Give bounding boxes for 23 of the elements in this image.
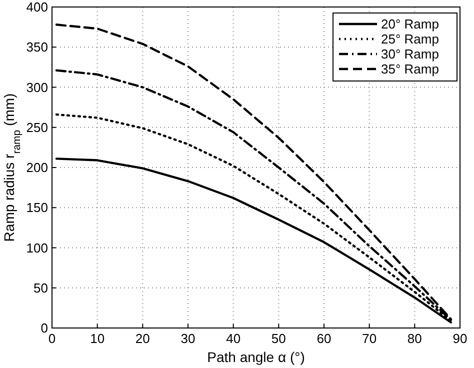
x-tick-label: 30	[180, 331, 196, 346]
y-tick-label: 100	[26, 240, 48, 256]
legend-label: 25° Ramp	[381, 32, 439, 46]
legend-label: 20° Ramp	[381, 16, 439, 32]
y-tick-label: 200	[26, 160, 48, 175]
x-tick-label: 90	[452, 331, 468, 346]
x-tick-label: 50	[271, 331, 286, 346]
y-tick-label: 150	[26, 200, 48, 216]
x-axis-title: Path angle α (°)	[207, 349, 305, 365]
y-tick-label: 50	[34, 280, 48, 296]
x-tick-label: 40	[226, 331, 241, 346]
legend-label: 35° Ramp	[381, 62, 439, 76]
x-tick-label: 80	[407, 331, 422, 346]
y-tick-label: 400	[26, 0, 48, 14]
y-tick-label: 350	[26, 40, 48, 55]
x-tick-label: 70	[362, 331, 377, 346]
y-tick-label: 250	[26, 120, 48, 135]
x-tick-label: 10	[90, 331, 105, 346]
x-tick-label: 20	[135, 331, 150, 346]
y-tick-label: 0	[40, 320, 48, 336]
legend-label: 30° Ramp	[381, 46, 439, 62]
y-tick-label: 300	[26, 80, 48, 95]
x-tick-label: 60	[316, 331, 332, 346]
